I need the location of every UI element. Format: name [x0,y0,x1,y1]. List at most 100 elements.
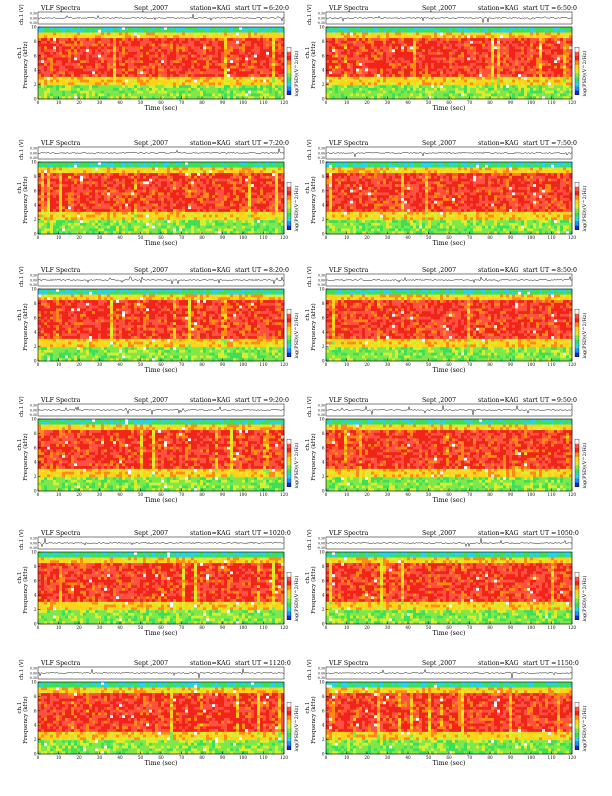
spectrogram-cell [116,44,119,47]
spectrogram-cell [86,33,89,36]
spectrogram-cell [170,35,173,38]
spectrogram-cell [134,74,137,77]
spectrogram-cell [161,63,164,66]
spectrogram-cell [167,38,170,41]
spectrogram-cell [200,44,203,47]
spectrogram-cell [179,49,182,52]
spectrogram-cell [47,80,50,83]
spectrogram-cell [104,91,107,94]
spectrogram-cell [38,46,41,49]
spectrogram-cell [152,52,155,55]
spectrogram-cell [122,46,125,49]
spectrogram-cell [119,71,122,74]
spectrogram-cell [44,49,47,52]
spectrogram-cell [128,46,131,49]
spectrogram-cell [110,88,113,91]
spectrogram-cell [152,80,155,83]
spectrogram-cell [206,69,209,72]
spectrogram-cell [65,30,68,33]
spectrogram-cell [83,80,86,83]
spectrogram-cell [68,55,71,58]
spectrogram-cell [71,82,74,85]
spectrogram-cell [62,93,65,96]
spectrogram-cell [101,41,104,44]
spectrogram-cell [89,49,92,52]
spectrogram-cell [182,46,185,49]
spectrogram-cell [188,88,191,91]
spectrogram-cell [128,57,131,60]
spectrogram-cell [158,69,161,72]
spectrogram-cell [152,38,155,41]
spectrogram-cell [146,30,149,33]
spectrogram-cell [176,30,179,33]
spectrogram-cell [152,91,155,94]
spectrogram-cell [176,71,179,74]
spectrogram-cell [107,41,110,44]
spectrogram-cell [167,55,170,58]
spectrogram-cell [161,77,164,80]
spectrogram-cell [197,46,200,49]
spectrogram-cell [74,60,77,63]
spectrogram-cell [197,69,200,72]
spectrogram-cell [68,35,71,38]
spectrogram-cell [149,74,152,77]
spectrogram-cell [65,91,68,94]
spectrogram-cell [176,80,179,83]
spectrogram-cell [116,27,119,30]
spectrogram-cell [188,69,191,72]
spectrogram-cell [152,27,155,30]
spectrogram-cell [164,44,167,47]
spectrogram-cell [98,55,101,58]
spectrogram-cell [92,66,95,69]
spectrogram-cell [182,74,185,77]
spectrogram-cell [167,93,170,96]
spectrogram-cell [122,91,125,94]
spectrogram-cell [200,33,203,36]
spectrogram-cell [107,69,110,72]
spectrogram-cell [134,41,137,44]
spectrogram-cell [176,69,179,72]
spectrogram-cell [83,30,86,33]
spectrogram-cell [209,52,212,55]
spectrogram-cell [113,33,116,36]
spectrogram-cell [65,49,68,52]
spectrogram-cell [41,33,44,36]
spectrogram-cell [137,52,140,55]
spectrogram-cell [44,33,47,36]
spectrogram-cell [89,33,92,36]
spectrogram-cell [131,69,134,72]
spectrogram-cell [77,46,80,49]
spectrogram-cell [197,60,200,63]
spectrogram-cell [53,33,56,36]
spectrogram-cell [128,35,131,38]
spectrogram-cell [74,82,77,85]
spectrogram-cell [41,27,44,30]
spectrogram-cell [74,63,77,66]
spectrogram-cell [86,66,89,69]
spectrogram-cell [185,80,188,83]
spectrogram-cell [182,82,185,85]
spectrogram-cell [125,52,128,55]
spectrogram-cell [125,77,128,80]
spectrogram-cell [38,91,41,94]
spectrogram-cell [191,49,194,52]
spectrogram-cell [149,82,152,85]
spectrogram-cell [191,77,194,80]
spectrogram-cell [176,66,179,69]
spectrogram-cell [128,30,131,33]
spectrogram-cell [143,74,146,77]
spectrogram-cell [194,38,197,41]
spectrogram-cell [179,88,182,91]
spectrogram-cell [188,35,191,38]
spectrogram-cell [137,91,140,94]
spectrogram-cell [146,63,149,66]
spectrogram-cell [53,82,56,85]
spectrogram-cell [131,85,134,88]
spectrogram-cell [68,44,71,47]
spectrogram-cell [71,69,74,72]
spectrogram-cell [47,91,50,94]
spectrogram-cell [41,71,44,74]
spectrogram-cell [83,27,86,30]
spectrogram-cell [86,52,89,55]
spectrogram-cell [101,77,104,80]
